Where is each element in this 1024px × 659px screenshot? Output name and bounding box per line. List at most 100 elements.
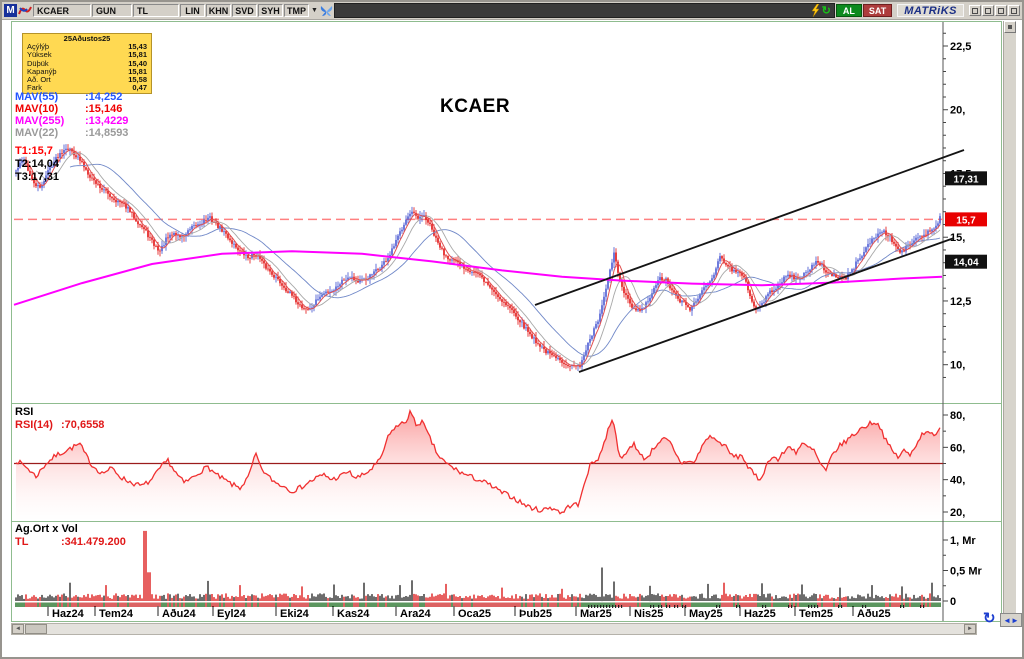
mav55-label: MAV(55) bbox=[15, 91, 59, 103]
price-info-box: 25Aðustos25 Açýlýþ 15,43 Yüksek 15,81 Düþü… bbox=[22, 33, 152, 94]
toolbar-spacer: ↻ bbox=[333, 3, 835, 18]
mav-legend: MAV(55):14,252 MAV(10):15,146 MAV(255):1… bbox=[15, 91, 128, 139]
scale-lin-button[interactable]: LIN bbox=[180, 4, 205, 17]
scroll-left-arrow[interactable]: ◄ bbox=[12, 624, 24, 634]
mav255-label: MAV(255) bbox=[15, 115, 65, 127]
svg-text:Tem25: Tem25 bbox=[799, 608, 833, 620]
mav22-label: MAV(22) bbox=[15, 127, 59, 139]
nav-left-icon[interactable]: ◄ bbox=[1003, 615, 1011, 625]
app-logo-icon bbox=[18, 6, 32, 15]
rsi-axis: 80, 60, 40, 20, bbox=[943, 410, 965, 519]
volume-layer bbox=[15, 530, 941, 602]
svg-text:22,5: 22,5 bbox=[950, 41, 971, 53]
t1-label: T1:15,7 bbox=[15, 145, 53, 157]
date-axis: Haz24 Tem24 Aðu24 Eyl24 Eki24 Kas24 Ara24 Oca25… bbox=[47, 605, 925, 620]
info-value: 0,47 bbox=[132, 83, 147, 93]
moving-averages-layer bbox=[13, 149, 943, 367]
info-date: 25Aðustos25 bbox=[63, 34, 111, 43]
info-value: 15,43 bbox=[128, 42, 147, 51]
info-label: Açýlýþ bbox=[27, 42, 50, 51]
svg-text:Haz24: Haz24 bbox=[52, 608, 85, 620]
window-minimize-button[interactable] bbox=[982, 5, 994, 16]
price-axis: 22,520,17,515,12,510, bbox=[943, 32, 971, 378]
rsi-panel-labels: RSI RSI(14):70,6558 bbox=[15, 406, 104, 432]
svg-text:0: 0 bbox=[950, 596, 956, 608]
volume-axis: 1, Mr 0,5 Mr 0 bbox=[943, 535, 983, 608]
svd-button[interactable]: SVD bbox=[232, 4, 257, 17]
currency-field[interactable]: TL bbox=[133, 4, 179, 17]
syh-button[interactable]: SYH bbox=[258, 4, 283, 17]
window-pin-button[interactable] bbox=[969, 5, 981, 16]
symbol-field[interactable]: KCAER bbox=[33, 4, 91, 17]
chart-symbol-title: KCAER bbox=[440, 96, 511, 117]
svg-text:Kas24: Kas24 bbox=[337, 608, 370, 620]
info-label: Að. Ort bbox=[27, 75, 51, 85]
svg-text:80,: 80, bbox=[950, 410, 965, 422]
trend-channel bbox=[534, 149, 965, 373]
rsi-title: RSI bbox=[15, 406, 34, 418]
mav22-value: :14,8593 bbox=[85, 127, 129, 139]
svg-text:15,7: 15,7 bbox=[956, 215, 976, 226]
window-maximize-button[interactable] bbox=[995, 5, 1007, 16]
tmp-button[interactable]: TMP bbox=[284, 4, 309, 17]
matriks-brand-logo: MATRiKS bbox=[897, 4, 964, 17]
info-label: Fark bbox=[27, 83, 42, 93]
svg-text:Þub25: Þub25 bbox=[519, 608, 552, 620]
svg-text:Oca25: Oca25 bbox=[458, 608, 491, 620]
info-value: 15,58 bbox=[128, 75, 147, 85]
svg-text:17,31: 17,31 bbox=[953, 174, 978, 185]
info-label: Kapanýþ bbox=[27, 66, 57, 76]
svg-text:60,: 60, bbox=[950, 442, 965, 454]
period-field[interactable]: GUN bbox=[92, 4, 132, 17]
candles-layer bbox=[15, 144, 941, 372]
nav-right-icon[interactable]: ► bbox=[1011, 615, 1019, 625]
rsi-layer bbox=[14, 408, 943, 519]
mav255-value: :13,4229 bbox=[85, 115, 129, 127]
horizontal-scrollbar[interactable]: ◄ ► bbox=[11, 623, 977, 635]
price-markers: 17,31 15,7 14,04 bbox=[945, 171, 987, 269]
t2-label: T2:14,04 bbox=[15, 158, 60, 170]
vertical-scrollbar-button[interactable] bbox=[1004, 21, 1016, 33]
toolbar: M KCAER GUN TL LIN KHN SVD SYH TMP ▼ ↻ A… bbox=[2, 2, 1022, 20]
scroll-right-arrow[interactable]: ► bbox=[964, 624, 976, 634]
lightning-icon[interactable] bbox=[811, 4, 820, 17]
svg-text:Nis25: Nis25 bbox=[634, 608, 663, 620]
svg-text:Aðu25: Aðu25 bbox=[857, 608, 891, 620]
t3-label: T3:17,31 bbox=[15, 171, 60, 183]
svg-text:Eki24: Eki24 bbox=[280, 608, 310, 620]
svg-text:15,: 15, bbox=[950, 232, 965, 244]
sync-icon[interactable]: ↻ bbox=[983, 610, 996, 627]
volume-currency: TL bbox=[15, 536, 29, 548]
vertical-scrollbar[interactable] bbox=[1003, 21, 1016, 621]
info-label: Yüksek bbox=[27, 50, 52, 60]
volume-value: :341.479.200 bbox=[61, 536, 126, 548]
svg-text:1, Mr: 1, Mr bbox=[950, 535, 976, 547]
butterfly-icon[interactable] bbox=[320, 5, 333, 17]
volume-title: Ag.Ort x Vol bbox=[15, 523, 78, 535]
sell-button[interactable]: SAT bbox=[862, 4, 893, 17]
svg-text:20,: 20, bbox=[950, 105, 965, 117]
refresh-icon[interactable]: ↻ bbox=[821, 4, 831, 17]
svg-text:20,: 20, bbox=[950, 507, 965, 519]
chevron-down-icon[interactable]: ▼ bbox=[311, 7, 318, 14]
info-value: 15,40 bbox=[128, 58, 147, 68]
buy-button[interactable]: AL bbox=[835, 4, 862, 17]
matriks-m-icon[interactable]: M bbox=[4, 4, 17, 17]
candle-color-strip bbox=[15, 602, 941, 607]
svg-text:12,5: 12,5 bbox=[950, 296, 971, 308]
svg-text:10,: 10, bbox=[950, 360, 965, 372]
info-value: 15,81 bbox=[128, 66, 147, 76]
svg-text:Aðu24: Aðu24 bbox=[162, 608, 197, 620]
bar-navigation-buttons[interactable]: ◄ ► bbox=[1000, 613, 1022, 627]
mav10-value: :15,146 bbox=[85, 103, 123, 115]
volume-panel-labels: Ag.Ort x Vol TL :341.479.200 bbox=[15, 523, 126, 549]
window-close-button[interactable] bbox=[1008, 5, 1020, 16]
scrollbar-thumb[interactable] bbox=[25, 624, 47, 634]
rsi-value: :70,6558 bbox=[61, 419, 105, 431]
khn-button[interactable]: KHN bbox=[206, 4, 231, 17]
svg-text:0,5 Mr: 0,5 Mr bbox=[950, 566, 983, 578]
svg-text:Ara24: Ara24 bbox=[400, 608, 431, 620]
svg-text:Tem24: Tem24 bbox=[99, 608, 134, 620]
